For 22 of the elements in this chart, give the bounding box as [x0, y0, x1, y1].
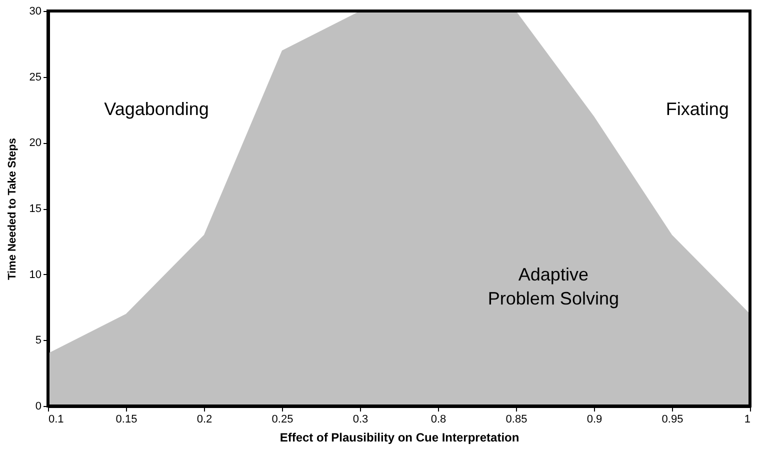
annotation: Vagabonding — [104, 98, 209, 119]
x-axis-title: Effect of Plausibility on Cue Interpretation — [280, 430, 520, 444]
x-tick-label: 0.3 — [352, 414, 368, 426]
y-tick-label: 10 — [29, 268, 42, 281]
x-tick-label: 0.9 — [586, 414, 602, 426]
y-tick-label: 5 — [35, 334, 42, 347]
y-tick-label: 30 — [29, 6, 42, 18]
y-tick-label: 20 — [29, 137, 42, 150]
x-tick-label: 0.95 — [662, 414, 684, 426]
annotation: Fixating — [666, 98, 729, 119]
y-tick-label: 0 — [35, 400, 42, 412]
x-tick-label: 0.25 — [272, 414, 294, 426]
y-tick-label: 15 — [29, 203, 42, 215]
x-tick-label: 0.15 — [116, 414, 138, 426]
y-axis-title: Time Needed to Take Steps — [6, 138, 18, 280]
x-tick-label: 1 — [744, 414, 750, 426]
x-tick-label: 0.85 — [506, 414, 528, 426]
y-tick-label: 25 — [29, 71, 42, 84]
x-tick-label: 0.8 — [430, 414, 446, 426]
x-tick-label: 0.1 — [48, 414, 64, 426]
x-tick-label: 0.2 — [196, 414, 212, 426]
annotation: Adaptive Problem Solving — [488, 264, 619, 309]
